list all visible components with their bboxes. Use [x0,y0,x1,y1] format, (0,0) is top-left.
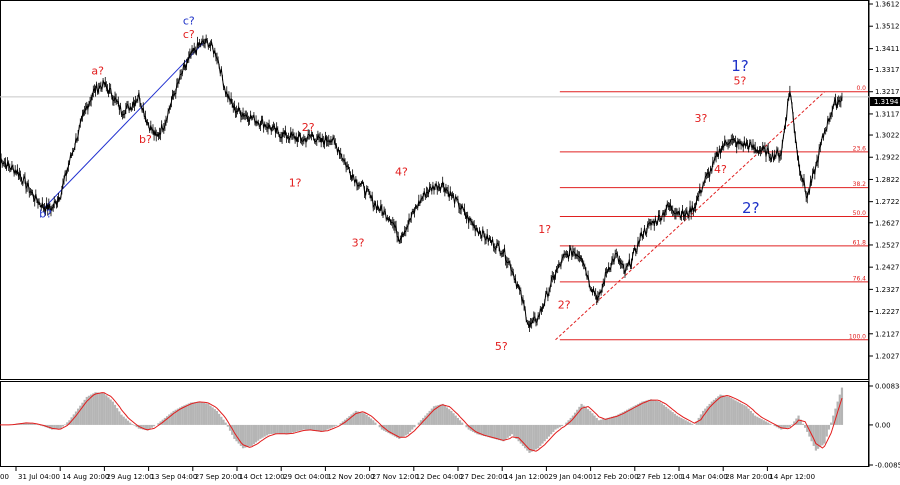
price-tick-label: 1.3612 [875,1,900,9]
oscillator-axis: 0.00834 0.00 -0.00859 [869,383,900,470]
price-tick-label: 1.2127 [875,330,900,338]
wave-label: b? [139,133,152,146]
time-tick-label: 29 Oct 04:00 [283,473,329,481]
time-tick-label: 14 Jan 12:00 [504,473,548,481]
wave-label: 1? [731,57,749,75]
price-tick-label: 1.2627 [875,219,900,227]
time-tick-label: 14 Oct 12:00 [239,473,285,481]
time-tick-label: 12 Feb 20:00 [593,473,639,481]
wave-label: c? [183,14,195,27]
time-tick-label: 29 Jan 04:00 [548,473,592,481]
wave-label: 1? [289,177,302,190]
price-tick-label: 1.3117 [875,110,900,118]
current-price-label: 1.3194 [874,98,899,106]
time-tick-label: 29 Aug 12:00 [106,473,153,481]
price-tick-label: 1.2327 [875,286,900,294]
price-tick-label: 1.3022 [875,132,900,140]
time-tick-label: 28 Mar 20:00 [725,473,772,481]
wave-label: 1? [538,223,551,236]
fibonacci-levels: 0.0 23.6 38.2 50.0 61.8 76.4 100.0 [559,85,868,341]
oscillator-signal-line [0,392,843,452]
time-tick-label: 27 Nov 12:00 [372,473,419,481]
wave-label: 5? [734,74,747,87]
wave-label: 2? [558,299,571,312]
wave-labels: a?b?b?c?c?1?2?3?4?5?1?2?3?4?5?1?2? [39,14,759,352]
price-axis: 1.3612 1.3512 1.3411 1.3317 1.3217 1.3117 1.30… [869,1,900,361]
wave-label: c? [183,28,195,41]
price-tick-label: 1.2427 [875,264,900,272]
time-tick-label: 12 Dec 04:00 [416,473,463,481]
osc-tick-label: 0.00834 [875,383,900,391]
price-tick-label: 1.2722 [875,198,900,206]
wave-label: a? [91,64,104,77]
wave-label: 2? [302,121,315,134]
fib-diagonal [555,91,825,341]
price-series [0,34,843,333]
time-tick-label: 27 Dec 20:00 [460,473,507,481]
price-tick-label: 1.3512 [875,23,900,31]
current-price-tag: 1.3194 [870,97,900,106]
wave-label: 4? [395,165,408,178]
price-tick-label: 1.2822 [875,176,900,184]
price-tick-label: 1.3411 [875,45,900,53]
time-tick-label: 31 Jul 04:00 [18,473,60,481]
osc-tick-label: 0.00 [875,421,891,429]
fib-level-label: 100.0 [849,333,866,340]
wave-label: 2? [742,199,760,217]
fib-level-label: 38.2 [853,181,867,188]
wave-label: 5? [495,340,508,353]
fib-level-label: 50.0 [853,210,867,217]
time-tick-label: 27 Sep 20:00 [195,473,242,481]
wave-trend-line [43,41,205,210]
fib-level-label: 23.6 [853,145,867,152]
wave-label: 3? [694,112,707,125]
osc-tick-label: -0.00859 [875,462,900,470]
price-tick-label: 1.2027 [875,353,900,361]
fib-level-label: 61.8 [853,239,867,246]
time-tick-label: 13 Sep 04:00 [151,473,198,481]
price-tick-label: 1.2227 [875,308,900,316]
time-tick-label: 27 Feb 12:00 [637,473,683,481]
wave-label: b? [39,208,52,221]
fib-level-label: 0.0 [856,85,866,92]
time-tick-label: 14 Apr 12:00 [769,473,815,481]
fib-level-label: 76.4 [853,275,867,282]
time-tick-label: 14 Mar 04:00 [681,473,728,481]
price-tick-label: 1.2922 [875,154,900,162]
trend-lines [0,41,869,341]
price-tick-label: 1.3217 [875,88,900,96]
price-tick-label: 1.2527 [875,241,900,249]
time-tick-label: 12 Nov 20:00 [327,473,374,481]
wave-label: 4? [714,163,727,176]
wave-label: 3? [352,237,365,250]
price-tick-label: 1.3317 [875,66,900,74]
oscillator [0,387,844,453]
time-tick-label: 00 [0,473,9,481]
time-tick-label: 14 Aug 20:00 [62,473,109,481]
